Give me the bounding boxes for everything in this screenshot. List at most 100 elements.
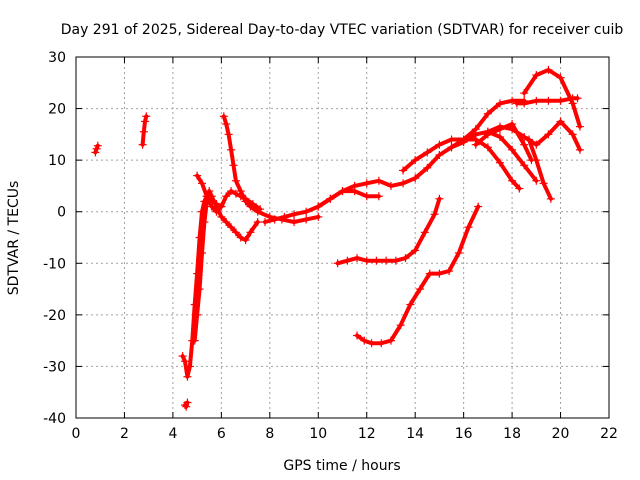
data-point	[353, 331, 362, 340]
x-tick-label: 0	[72, 426, 81, 442]
data-point	[182, 402, 191, 411]
data-point	[138, 140, 147, 149]
data-point	[406, 300, 415, 309]
data-point	[556, 73, 565, 82]
data-point	[435, 140, 444, 149]
data-point	[539, 179, 548, 188]
data-point	[227, 145, 236, 154]
series-line	[485, 119, 582, 152]
data-point	[483, 127, 492, 136]
series-line	[140, 114, 149, 147]
data-point	[474, 202, 483, 211]
data-point	[544, 130, 553, 139]
data-point	[178, 352, 187, 361]
data-point	[573, 94, 582, 103]
series-line	[180, 194, 224, 379]
data-point	[399, 166, 408, 175]
data-point	[231, 189, 240, 198]
series-sat-p-right	[512, 94, 582, 108]
series-line	[335, 196, 442, 266]
data-point	[193, 171, 202, 180]
data-point	[512, 99, 521, 108]
series-line	[527, 137, 553, 201]
series-line	[263, 98, 527, 224]
series-sat-d-rise	[190, 187, 262, 345]
data-point	[520, 132, 529, 141]
series-sat-g-main	[260, 96, 529, 227]
data-point	[197, 179, 206, 188]
data-point	[568, 130, 577, 139]
data-point	[290, 218, 299, 227]
data-point	[508, 176, 517, 185]
data-point	[217, 202, 226, 211]
data-point	[91, 148, 100, 157]
data-point	[227, 187, 236, 196]
data-point	[459, 138, 468, 147]
data-point	[495, 158, 504, 167]
data-point	[532, 71, 541, 80]
data-point	[386, 181, 395, 190]
data-point	[236, 233, 245, 242]
y-tick-label: -20	[43, 308, 66, 324]
x-tick-labels: 0 2 4 6 8 10 12 14 16 18 20 22	[72, 426, 618, 442]
data-point	[546, 194, 555, 203]
data-point	[520, 99, 529, 108]
data-point	[377, 339, 386, 348]
data-point	[202, 192, 211, 201]
data-point	[193, 310, 202, 319]
data-point	[544, 65, 553, 74]
data-point	[515, 184, 524, 193]
data-point	[411, 174, 420, 183]
data-point	[227, 223, 236, 232]
data-point	[416, 285, 425, 294]
data-point	[435, 194, 444, 203]
data-point	[246, 202, 255, 211]
data-point	[495, 132, 504, 141]
series-line	[221, 114, 321, 224]
data-point	[241, 197, 250, 206]
plot-frame	[75, 56, 610, 419]
data-point	[362, 179, 371, 188]
data-point	[217, 212, 226, 221]
data-point	[483, 109, 492, 118]
data-point	[435, 269, 444, 278]
data-point	[399, 179, 408, 188]
x-tick-label: 16	[455, 426, 473, 442]
data-point	[411, 156, 420, 165]
data-point	[575, 122, 584, 131]
data-point	[544, 96, 553, 105]
data-point	[353, 254, 362, 263]
y-tick-label: -40	[43, 411, 66, 427]
data-point	[454, 248, 463, 257]
data-point	[200, 218, 209, 227]
data-point	[222, 218, 231, 227]
data-point	[374, 192, 383, 201]
series-line	[355, 204, 481, 346]
data-point	[222, 192, 231, 201]
data-point	[508, 145, 517, 154]
data-point	[447, 135, 456, 144]
series-sat-q-fall	[483, 117, 584, 154]
data-point	[139, 127, 148, 136]
series-line	[449, 129, 539, 183]
data-point	[495, 122, 504, 131]
series-sat-b-early	[138, 112, 151, 149]
x-axis-label: GPS time / hours	[283, 458, 400, 474]
data-point	[183, 372, 192, 381]
y-tick-label: -10	[43, 256, 66, 272]
data-point	[253, 207, 262, 216]
data-point	[532, 140, 541, 149]
data-point	[360, 336, 369, 345]
data-point	[183, 398, 192, 407]
y-tick-label: 20	[48, 102, 66, 118]
data-point	[314, 212, 323, 221]
y-tick-label: 0	[57, 205, 66, 221]
data-point	[396, 321, 405, 330]
data-point	[236, 187, 245, 196]
data-point	[197, 248, 206, 257]
x-tick-label: 8	[265, 426, 274, 442]
data-point	[520, 140, 529, 149]
data-point	[302, 215, 311, 224]
data-point	[447, 143, 456, 152]
